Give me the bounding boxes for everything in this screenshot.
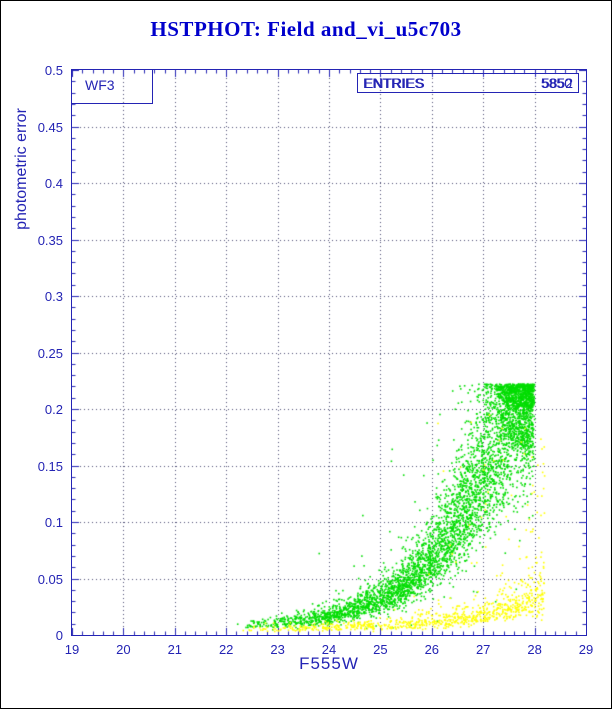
x-tick-label: 29 [578,642,594,657]
x-tick-label: 22 [218,642,234,657]
panel-label: WF3 [85,77,115,93]
scatter-chart-canvas [72,70,586,635]
y-tick-label: 0 [55,628,63,643]
entries-label: ENTRIES [363,75,424,91]
y-tick-label: 0.45 [37,119,63,135]
y-tick-label: 0.1 [44,515,63,530]
y-tick-label: 0.15 [37,458,63,474]
x-tick-label: 19 [64,642,80,657]
page-title: HSTPHOT: Field and_vi_u5c703 [150,17,462,41]
x-tick-label: 24 [321,642,337,657]
entries-label: ENTRIES [364,75,425,91]
y-tick-label: 0.3 [44,289,63,304]
entries-stats-box: ENTRIES 5850 ENTRIES 5852 [357,73,579,93]
plot-frame: WF3 ENTRIES 5850 ENTRIES 5852 [71,69,587,636]
y-tick-label: 0.35 [37,232,63,248]
x-tick-label: 25 [373,642,388,657]
x-axis-title: F555W [299,654,359,673]
y-tick-label: 0.4 [44,176,63,191]
y-tick-label: 0.25 [37,345,63,361]
x-tick-label: 26 [424,642,440,657]
panel-label-box: WF3 [72,70,153,104]
x-tick-label: 21 [167,642,183,657]
x-tick-label: 20 [116,642,131,657]
y-tick-label: 0.2 [44,402,63,417]
entries-value: 5852 [541,75,573,91]
entries-value: 5850 [540,75,572,91]
x-tick-label: 27 [475,642,491,657]
x-tick-label: 23 [270,642,285,657]
y-tick-label: 0.5 [44,63,63,78]
x-tick-label: 28 [527,642,542,657]
y-tick-label: 0.05 [37,571,63,587]
